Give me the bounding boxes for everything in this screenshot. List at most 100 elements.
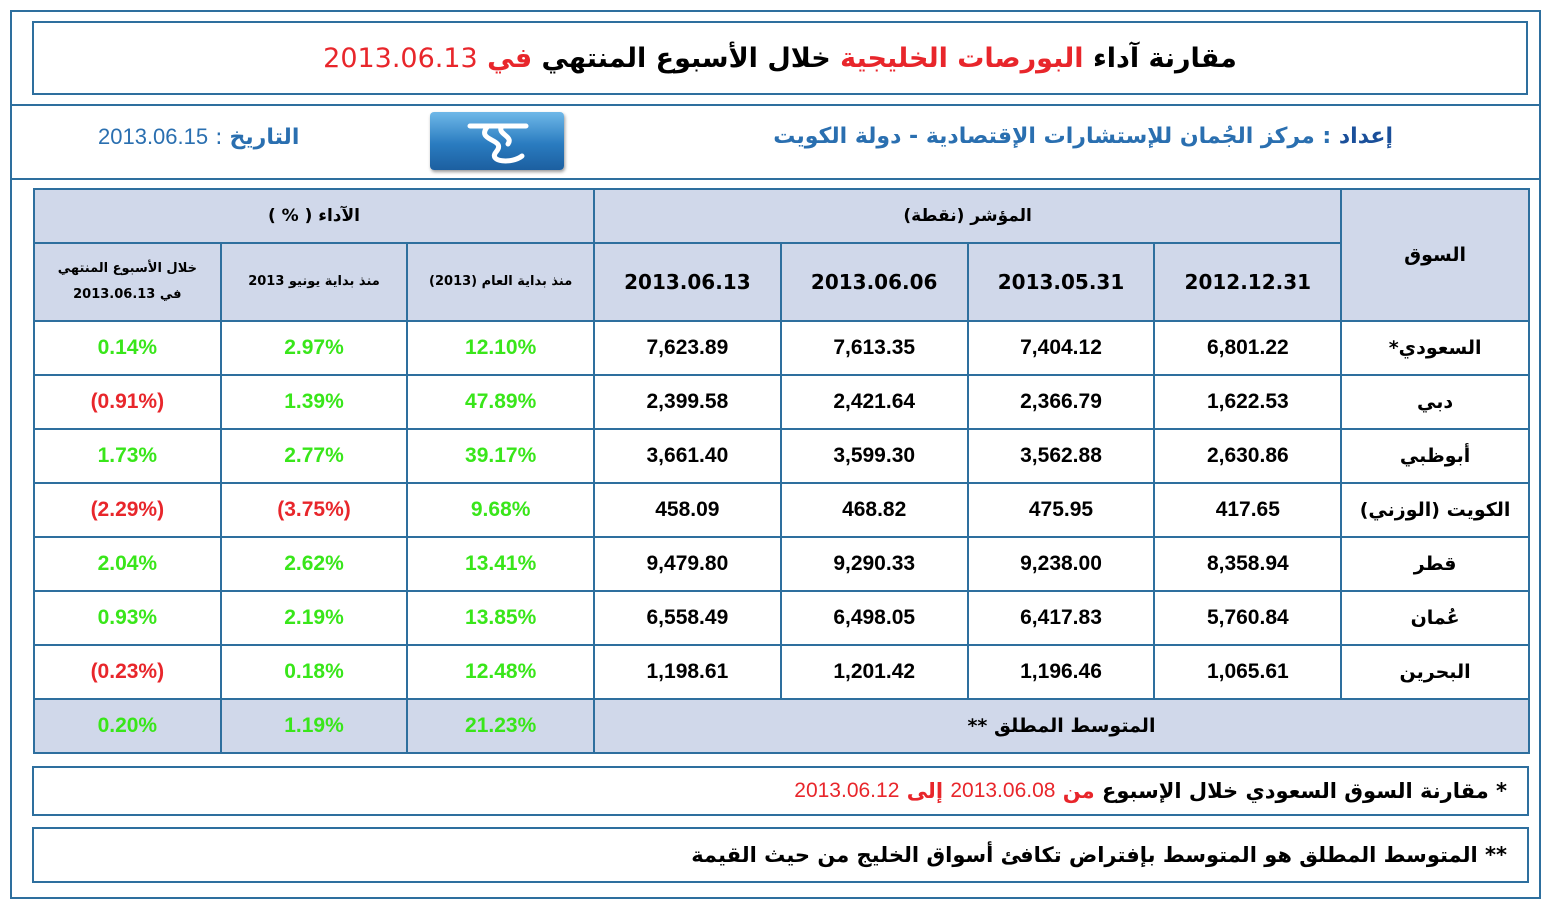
cell-june: 0.18% (219, 644, 409, 700)
report-frame: مقارنة آداء البورصات الخليجية خلال الأسب… (10, 10, 1541, 899)
date-header-3: 2013.06.06 (779, 242, 969, 322)
report-date-label: التاريخ (229, 125, 300, 150)
cell-index-1: 2,630.86 (1153, 428, 1343, 484)
cell-index-3: 2,421.64 (779, 374, 969, 430)
cell-market: الكويت (الوزني) (1340, 482, 1530, 538)
note-average: ** المتوسط المطلق هو المتوسط بإفتراض تكا… (32, 827, 1529, 883)
cell-ytd: 12.48% (406, 644, 595, 700)
table-row: 2.04% 2.62% 13.41% 9,479.80 9,290.33 9,238.00… (33, 536, 1530, 592)
cell-ytd: 12.10% (406, 320, 595, 376)
cell-index-3: 1,201.42 (779, 644, 969, 700)
perf-week-header: خلال الأسبوع المنتهي في 2013.06.13 (33, 242, 222, 322)
cell-week: 0.93% (33, 590, 222, 646)
page-title: مقارنة آداء البورصات الخليجية خلال الأسب… (32, 21, 1528, 95)
prepared-by-label: إعداد (1338, 124, 1393, 149)
table-row: (0.91%) 1.39% 47.89% 2,399.58 2,421.64 2,366.… (33, 374, 1530, 430)
cell-ytd: 47.89% (406, 374, 595, 430)
index-header: المؤشر (نقطة) (592, 188, 1343, 244)
cell-index-2: 7,404.12 (966, 320, 1156, 376)
cell-index-1: 1,622.53 (1153, 374, 1343, 430)
aljuman-logo-icon (430, 112, 564, 170)
avg-week: 0.20% (33, 698, 222, 754)
perf-week-line1: خلال الأسبوع المنتهي (57, 261, 197, 276)
cell-index-4: 458.09 (592, 482, 782, 538)
perf-june-header: منذ بداية يونيو 2013 (219, 242, 409, 322)
cell-market: البحرين (1340, 644, 1530, 700)
title-part1: مقارنة آداء (1092, 42, 1237, 74)
title-part3: خلال الأسبوع المنتهي (541, 42, 831, 74)
cell-june: 2.77% (219, 428, 409, 484)
report-date: التاريخ : 2013.06.15 (98, 124, 299, 150)
report-date-value: 2013.06.15 (98, 124, 209, 149)
avg-label: المتوسط المطلق ** (592, 698, 1531, 754)
cell-index-2: 475.95 (966, 482, 1156, 538)
market-header: السوق (1340, 188, 1530, 322)
cell-market: قطر (1340, 536, 1530, 592)
note-saudi: * مقارنة السوق السعودي خلال الإسبوع من 2… (32, 766, 1529, 816)
cell-market: عُمان (1340, 590, 1530, 646)
cell-june: (3.75%) (219, 482, 409, 538)
table-row: (2.29%) (3.75%) 9.68% 458.09 468.82 475.95 417… (33, 482, 1530, 538)
cell-week: 0.14% (33, 320, 222, 376)
note1-date1: 2013.06.08 (950, 779, 1056, 802)
title-part4: في (487, 42, 533, 74)
cell-market: أبوظبي (1340, 428, 1530, 484)
cell-market: السعودي* (1340, 320, 1530, 376)
cell-june: 2.97% (219, 320, 409, 376)
cell-index-3: 9,290.33 (779, 536, 969, 592)
cell-index-2: 6,417.83 (966, 590, 1156, 646)
cell-ytd: 13.41% (406, 536, 595, 592)
cell-index-3: 468.82 (779, 482, 969, 538)
cell-market: دبي (1340, 374, 1530, 430)
title-date: 2013.06.13 (323, 42, 478, 74)
avg-ytd: 21.23% (406, 698, 595, 754)
cell-index-3: 7,613.35 (779, 320, 969, 376)
cell-index-4: 9,479.80 (592, 536, 782, 592)
prepared-by-value: مركز الجُمان للإستشارات الإقتصادية - دول… (773, 124, 1315, 149)
cell-index-1: 417.65 (1153, 482, 1343, 538)
cell-index-4: 6,558.49 (592, 590, 782, 646)
perf-ytd-header: منذ بداية العام (2013) (406, 242, 595, 322)
note2-text: ** المتوسط المطلق هو المتوسط بإفتراض تكا… (691, 843, 1507, 867)
cell-week: (2.29%) (33, 482, 222, 538)
cell-index-2: 9,238.00 (966, 536, 1156, 592)
cell-index-2: 2,366.79 (966, 374, 1156, 430)
markets-table: الآداء ( % ) المؤشر (نقطة) السوق خلال ال… (33, 188, 1531, 754)
divider (12, 178, 1539, 180)
cell-index-2: 3,562.88 (966, 428, 1156, 484)
cell-index-1: 8,358.94 (1153, 536, 1343, 592)
avg-june: 1.19% (219, 698, 409, 754)
cell-june: 2.62% (219, 536, 409, 592)
cell-index-2: 1,196.46 (966, 644, 1156, 700)
cell-index-1: 6,801.22 (1153, 320, 1343, 376)
title-part2: البورصات الخليجية (840, 42, 1084, 74)
cell-index-4: 3,661.40 (592, 428, 782, 484)
table-row: (0.23%) 0.18% 12.48% 1,198.61 1,201.42 1,196.… (33, 644, 1530, 700)
cell-index-4: 1,198.61 (592, 644, 782, 700)
cell-ytd: 13.85% (406, 590, 595, 646)
cell-index-3: 6,498.05 (779, 590, 969, 646)
cell-june: 1.39% (219, 374, 409, 430)
date-header-1: 2012.12.31 (1153, 242, 1343, 322)
cell-index-4: 2,399.58 (592, 374, 782, 430)
perf-week-line2: في 2013.06.13 (73, 287, 182, 302)
cell-week: (0.91%) (33, 374, 222, 430)
cell-index-4: 7,623.89 (592, 320, 782, 376)
report-date-sep: : (215, 125, 223, 150)
performance-header: الآداء ( % ) (33, 188, 595, 244)
divider (12, 104, 1539, 106)
cell-week: 2.04% (33, 536, 222, 592)
cell-index-1: 1,065.61 (1153, 644, 1343, 700)
cell-week: (0.23%) (33, 644, 222, 700)
note1-from: من (1062, 779, 1095, 803)
table-row: 0.14% 2.97% 12.10% 7,623.89 7,613.35 7,404.12… (33, 320, 1530, 376)
cell-index-3: 3,599.30 (779, 428, 969, 484)
date-header-2: 2013.05.31 (966, 242, 1156, 322)
cell-index-1: 5,760.84 (1153, 590, 1343, 646)
table-row: 1.73% 2.77% 39.17% 3,661.40 3,599.30 3,562.88… (33, 428, 1530, 484)
prepared-by: إعداد : مركز الجُمان للإستشارات الإقتصاد… (773, 124, 1393, 149)
cell-june: 2.19% (219, 590, 409, 646)
info-row: إعداد : مركز الجُمان للإستشارات الإقتصاد… (12, 106, 1539, 178)
note1-date2: 2013.06.12 (794, 779, 900, 802)
cell-week: 1.73% (33, 428, 222, 484)
